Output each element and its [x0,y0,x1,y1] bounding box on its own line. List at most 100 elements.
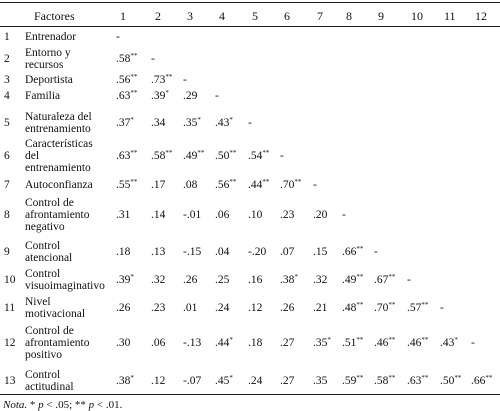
correlation-cell: .25 [215,274,230,286]
correlation-cell: .63** [407,374,429,388]
column-header-2: 2 [155,9,161,23]
correlation-cell: .35* [313,336,331,350]
correlation-cell: .06 [215,209,230,221]
correlation-cell: - [151,53,155,65]
correlation-cell: .12 [248,302,263,314]
correlation-cell: .45* [215,374,233,388]
correlation-cell: .34 [151,117,166,129]
column-header-6: 6 [284,9,290,23]
column-header-5: 5 [252,9,258,23]
note-label: Nota. [3,399,28,411]
correlation-cell: .26 [183,274,198,286]
factor-label: Autoconfianza [25,179,93,191]
column-header-12: 12 [475,9,487,23]
correlation-cell: - [183,74,187,86]
correlation-cell: .44* [215,336,233,350]
correlation-cell: .63** [116,149,138,163]
bottom-rule [0,394,500,395]
correlation-cell: .51** [342,336,364,350]
correlation-cell: -.01 [183,209,202,221]
factor-label: Características del entrenamiento [25,138,93,174]
correlation-cell: .66** [342,245,364,259]
correlation-cell: -.07 [183,375,202,387]
correlation-cell: .15 [313,246,328,258]
factor-label: Deportista [25,74,73,86]
correlation-cell: .49** [342,273,364,287]
note-text-a: * [27,399,39,411]
correlation-cell: .27 [280,337,295,349]
correlation-cell: - [280,150,284,162]
correlation-cell: .31 [116,209,131,221]
correlation-cell: -.20 [248,246,267,258]
correlation-cell: .50** [440,374,462,388]
correlation-cell: .32 [313,274,328,286]
correlation-cell: .10 [248,209,263,221]
column-header-1: 1 [120,9,126,23]
note-p1: p [38,399,44,411]
correlation-cell: .38* [280,273,298,287]
correlation-cell: .43* [440,336,458,350]
correlation-cell: .12 [151,375,166,387]
correlation-cell: .14 [151,209,166,221]
correlation-cell: - [471,337,475,349]
row-number: 11 [4,302,16,314]
correlation-cell: .16 [248,274,263,286]
correlation-cell: .30 [116,337,131,349]
note-p2: p [88,399,95,411]
correlation-cell: - [374,246,378,258]
correlation-cell: .26 [116,302,131,314]
correlation-cell: .07 [280,246,295,258]
correlation-cell: .39* [151,89,169,103]
column-header-4: 4 [219,9,225,23]
correlation-cell: .35 [313,375,328,387]
correlation-cell: .55** [116,178,138,192]
correlation-cell: .63** [116,89,138,103]
correlation-cell: .35* [183,116,201,130]
correlation-cell: .46** [407,336,429,350]
correlation-cell: .26 [280,302,295,314]
correlation-cell: .66** [471,374,493,388]
factor-label: Control visuoimaginativo [25,268,105,292]
row-number: 5 [4,117,10,129]
correlation-cell: - [215,90,219,102]
correlation-cell: .18 [248,337,263,349]
factor-label: Entorno y recursos [25,47,71,71]
correlation-cell: .23 [151,302,166,314]
correlation-cell: .29 [183,90,198,102]
factor-label: Control de afrontamiento positivo [25,325,90,361]
row-number: 8 [4,209,10,221]
factor-label: Naturaleza del entrenamiento [25,111,92,135]
correlation-cell: .17 [151,179,166,191]
correlation-cell: .54** [248,149,270,163]
correlation-cell: .27 [280,375,295,387]
column-header-9: 9 [378,9,384,23]
correlation-cell: - [407,274,411,286]
row-number: 3 [4,74,10,86]
correlation-cell: .24 [215,302,230,314]
correlation-cell: - [116,31,120,43]
factor-label: Entrenador [25,31,77,43]
correlation-cell: .50** [215,149,237,163]
column-header-10: 10 [411,9,423,23]
correlation-cell: .58** [374,374,396,388]
correlation-cell: -.13 [183,337,202,349]
note-text-c: < .01. [94,399,123,411]
correlation-cell: .44** [248,178,270,192]
top-rule [0,2,500,3]
row-number: 6 [4,150,10,162]
factor-label: Control actitudinal [25,369,74,393]
note-text-b: < .05; ** [43,399,89,411]
correlation-cell: - [248,117,252,129]
correlation-cell: .01 [183,302,198,314]
correlation-cell: - [440,302,444,314]
correlation-cell: .21 [313,302,328,314]
correlation-cell: .48** [342,301,364,315]
row-number: 9 [4,246,10,258]
correlation-cell: .23 [280,209,295,221]
correlation-cell: .08 [183,179,198,191]
correlation-cell: .38* [116,374,134,388]
correlation-cell: .73** [151,73,173,87]
correlation-cell: .32 [151,274,166,286]
factor-label: Control de afrontamiento negativo [25,197,90,233]
correlation-cell: .56** [116,73,138,87]
